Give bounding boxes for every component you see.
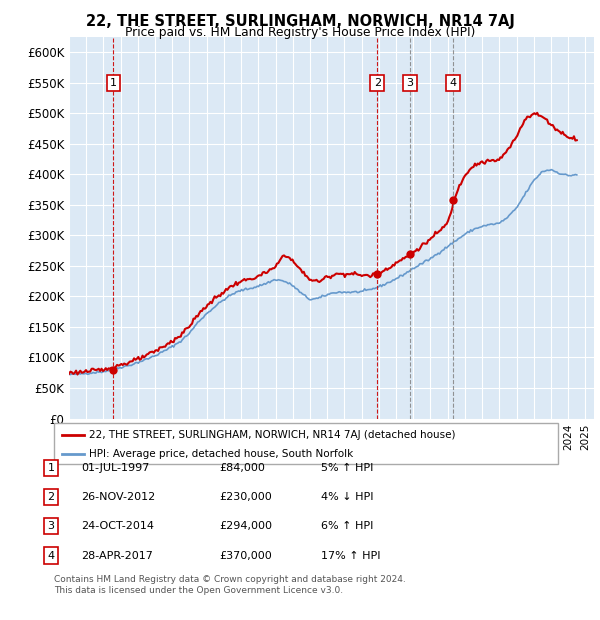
Text: 6% ↑ HPI: 6% ↑ HPI <box>321 521 373 531</box>
Text: 4: 4 <box>47 551 55 560</box>
Text: Contains HM Land Registry data © Crown copyright and database right 2024.
This d: Contains HM Land Registry data © Crown c… <box>54 575 406 595</box>
Text: 1: 1 <box>110 78 117 88</box>
Text: Price paid vs. HM Land Registry's House Price Index (HPI): Price paid vs. HM Land Registry's House … <box>125 26 475 39</box>
Text: 5% ↑ HPI: 5% ↑ HPI <box>321 463 373 473</box>
Text: £84,000: £84,000 <box>219 463 265 473</box>
Text: £370,000: £370,000 <box>219 551 272 560</box>
Text: 24-OCT-2014: 24-OCT-2014 <box>81 521 154 531</box>
Text: 28-APR-2017: 28-APR-2017 <box>81 551 153 560</box>
Text: HPI: Average price, detached house, South Norfolk: HPI: Average price, detached house, Sout… <box>89 449 353 459</box>
Text: 22, THE STREET, SURLINGHAM, NORWICH, NR14 7AJ (detached house): 22, THE STREET, SURLINGHAM, NORWICH, NR1… <box>89 430 456 440</box>
Text: 4: 4 <box>450 78 457 88</box>
Text: £294,000: £294,000 <box>219 521 272 531</box>
Text: 22, THE STREET, SURLINGHAM, NORWICH, NR14 7AJ: 22, THE STREET, SURLINGHAM, NORWICH, NR1… <box>86 14 514 29</box>
Text: 26-NOV-2012: 26-NOV-2012 <box>81 492 155 502</box>
Text: £230,000: £230,000 <box>219 492 272 502</box>
Text: 4% ↓ HPI: 4% ↓ HPI <box>321 492 373 502</box>
Text: 2: 2 <box>47 492 55 502</box>
Text: 01-JUL-1997: 01-JUL-1997 <box>81 463 149 473</box>
Text: 3: 3 <box>47 521 55 531</box>
Text: 3: 3 <box>407 78 413 88</box>
Text: 1: 1 <box>47 463 55 473</box>
Text: 17% ↑ HPI: 17% ↑ HPI <box>321 551 380 560</box>
Text: 2: 2 <box>374 78 381 88</box>
